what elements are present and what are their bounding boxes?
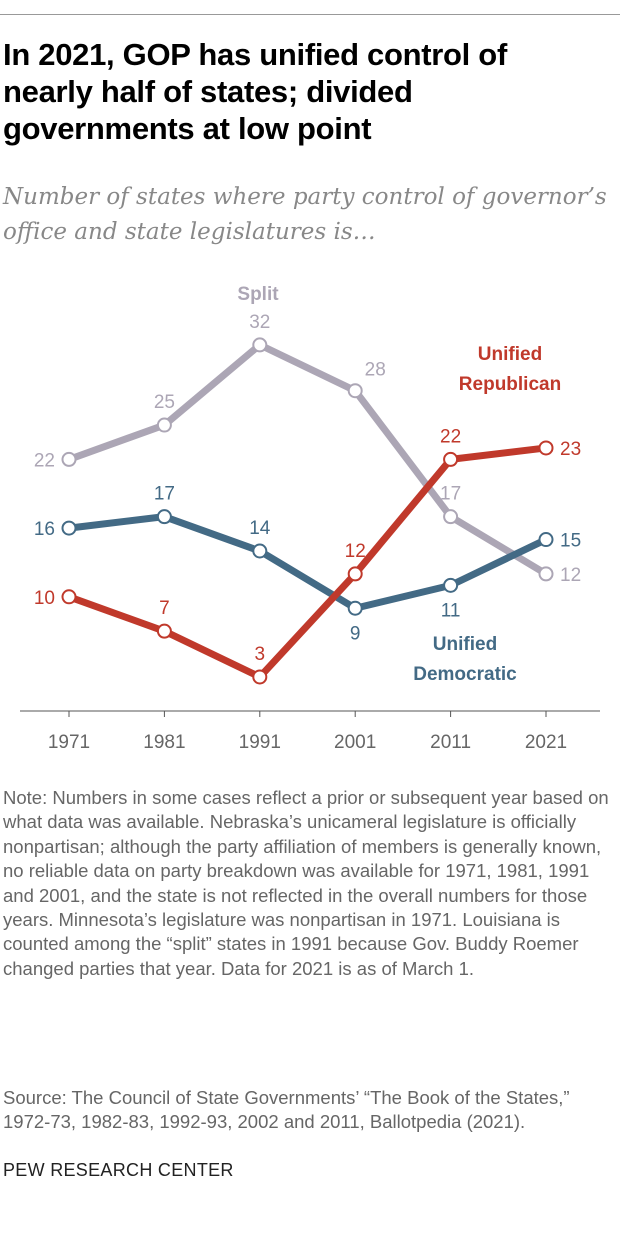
x-tick-label: 2011 (430, 732, 471, 753)
series-name-label: Unified (478, 344, 542, 365)
x-tick-label: 2021 (525, 732, 567, 753)
data-point (443, 577, 459, 593)
data-point (443, 509, 459, 525)
data-point (156, 623, 172, 639)
data-label: 10 (34, 588, 55, 609)
series-line-unified-democratic (68, 513, 548, 612)
data-point (252, 669, 268, 685)
data-label: 14 (249, 518, 271, 539)
chart-subtitle: Number of states where party control of … (3, 184, 607, 245)
data-point (443, 451, 459, 467)
x-tick-label: 1981 (143, 732, 185, 753)
data-label: 28 (365, 360, 386, 381)
data-point (538, 566, 554, 582)
data-label: 9 (350, 623, 361, 644)
data-point (347, 600, 363, 616)
data-label: 25 (154, 392, 175, 413)
data-label: 22 (440, 426, 461, 447)
series-line-split (67, 341, 548, 577)
data-label: 32 (249, 312, 270, 333)
series-line-unified-republican (67, 444, 547, 681)
data-label: 15 (560, 531, 581, 552)
data-point (61, 451, 77, 467)
data-point (156, 509, 172, 525)
data-point (252, 337, 268, 353)
data-label: 7 (159, 598, 170, 619)
data-label: 23 (560, 439, 581, 460)
line-chart: 1971 1981 1991 2001 2011 2021 22 25 32 28 17 12 Spli… (20, 284, 600, 753)
data-point (156, 417, 172, 433)
data-point (347, 383, 363, 399)
data-point (61, 589, 77, 605)
data-point (347, 566, 363, 582)
data-point (61, 520, 77, 536)
series-name-label: Republican (459, 374, 561, 395)
x-tick-label: 2001 (334, 732, 376, 753)
data-point (538, 532, 554, 548)
data-label: 12 (560, 565, 581, 586)
data-label: 17 (440, 484, 461, 505)
data-label: 3 (255, 644, 266, 665)
series-name-label: Split (237, 284, 279, 305)
chart-note: Note: Numbers in some cases reflect a pr… (3, 787, 609, 979)
data-label: 22 (34, 450, 55, 471)
data-label: 17 (154, 484, 175, 505)
chart-source: Source: The Council of State Governments… (3, 1087, 570, 1133)
brand-logo-text: PEW RESEARCH CENTER (3, 1160, 234, 1180)
data-label: 16 (34, 519, 55, 540)
top-rule (0, 14, 620, 15)
chart-title: In 2021, GOP has unified control of near… (3, 37, 507, 146)
x-tick-label: 1971 (48, 732, 90, 753)
data-point (252, 543, 268, 559)
x-tick-label: 1991 (239, 732, 281, 753)
data-label: 12 (345, 541, 366, 562)
series-name-label: Democratic (413, 664, 517, 685)
data-point (538, 440, 554, 456)
data-label: 11 (441, 600, 461, 621)
series-name-label: Unified (433, 634, 497, 655)
